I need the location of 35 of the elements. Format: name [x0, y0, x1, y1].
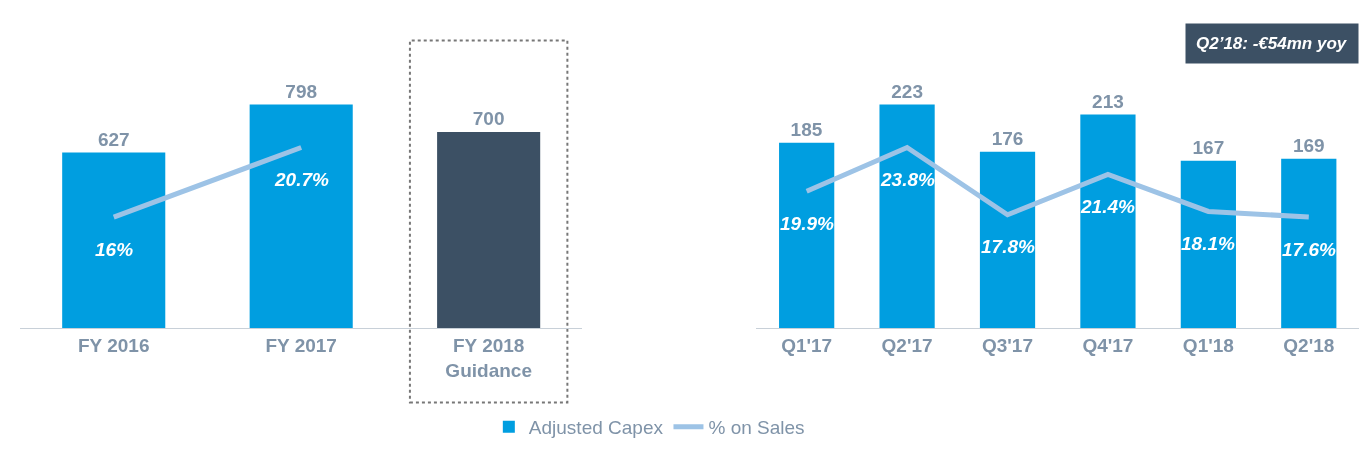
x-tick-label: FY 2016: [77, 335, 150, 357]
x-tick-label: Q1'18: [1182, 335, 1234, 357]
bar: [1180, 160, 1236, 329]
x-tick-label: FY 2017: [265, 335, 337, 357]
data-label: 21.4%: [1080, 196, 1135, 217]
data-label: 16%: [95, 239, 134, 260]
text: Q2’18: -€54mn yoy: [1196, 34, 1348, 53]
data-label: 17.8%: [981, 236, 1035, 257]
data-label: 169: [1292, 134, 1325, 156]
bar: [879, 104, 935, 329]
bar: [779, 142, 835, 329]
data-label: 223: [891, 80, 923, 102]
bar: [1080, 114, 1136, 329]
x-tick-label: Q1'17: [781, 335, 833, 357]
legend-label: % on Sales: [708, 417, 805, 439]
data-label: 17.6%: [1282, 239, 1336, 260]
data-label: 185: [790, 118, 823, 140]
data-label: 700: [472, 108, 505, 130]
bar: [1281, 158, 1337, 329]
data-label: 19.9%: [780, 213, 834, 234]
x-tick-label: Q4'17: [1082, 335, 1134, 357]
x-tick-label: FY 2018 Guidance: [445, 335, 532, 381]
bar: [979, 151, 1036, 329]
data-label: 23.8%: [880, 169, 935, 190]
x-tick-label: Q2'17: [881, 335, 933, 357]
data-label: 798: [285, 80, 318, 102]
data-label: 20.7%: [274, 169, 329, 190]
data-label: 18.1%: [1181, 233, 1235, 254]
data-label: 176: [991, 127, 1024, 149]
x-tick-label: Q3'17: [982, 335, 1034, 357]
data-label: 627: [97, 128, 130, 150]
data-label: 213: [1092, 90, 1124, 112]
data-label: 167: [1192, 136, 1225, 158]
x-tick-label: Q2'18: [1283, 335, 1335, 357]
legend-label: Adjusted Capex: [528, 417, 664, 439]
